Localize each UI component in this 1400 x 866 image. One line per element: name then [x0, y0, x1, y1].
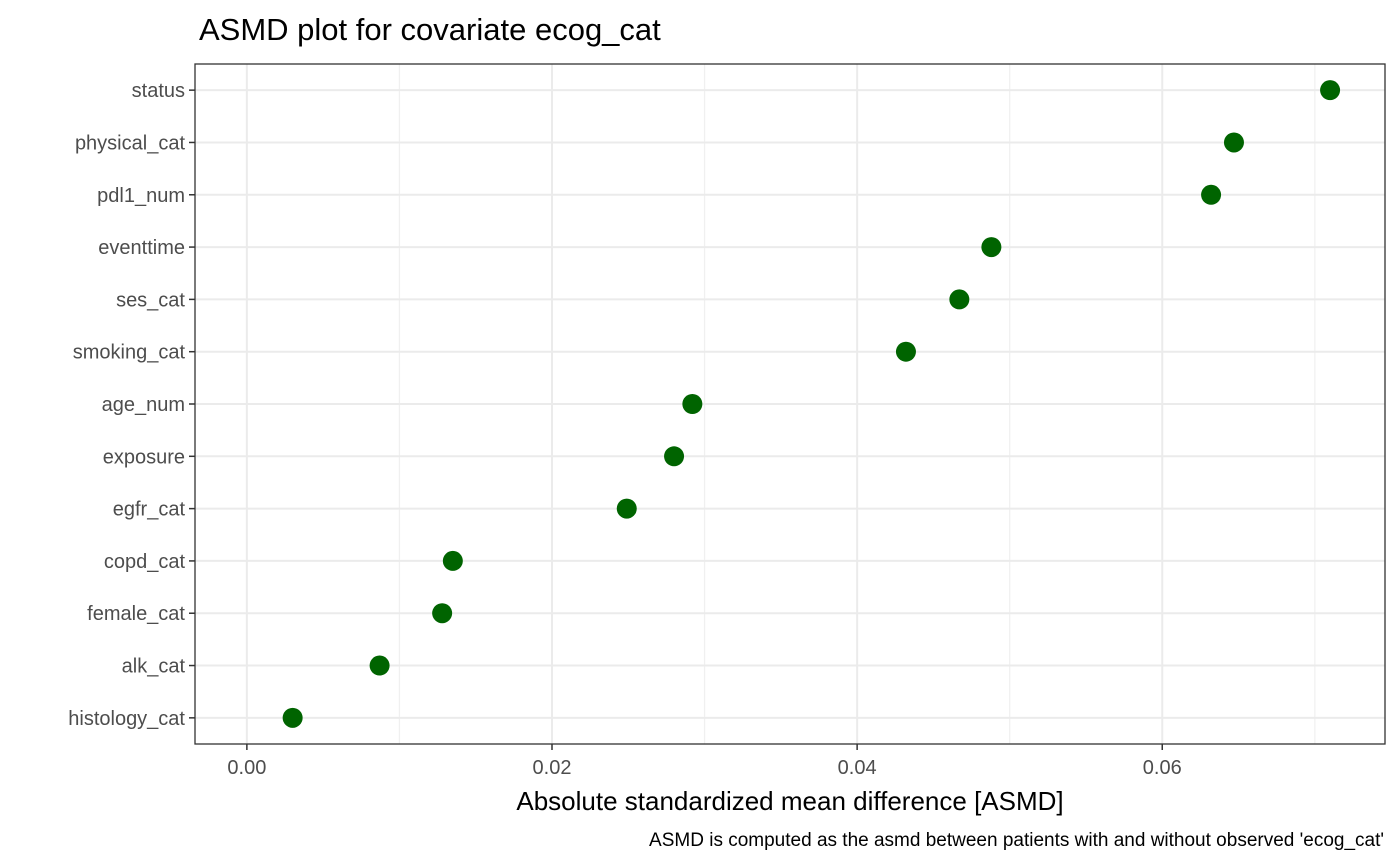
x-tick-label: 0.04	[838, 757, 877, 779]
y-tick-label: eventtime	[98, 237, 185, 259]
y-tick-label: smoking_cat	[73, 342, 186, 364]
y-tick-label: alk_cat	[122, 656, 186, 678]
y-tick-label: pdl1_num	[97, 185, 185, 207]
data-point-status	[1320, 80, 1341, 101]
y-tick-label: physical_cat	[75, 132, 186, 154]
y-tick-label: age_num	[102, 394, 185, 416]
data-point-pdl1_num	[1201, 184, 1222, 205]
chart-title: ASMD plot for covariate ecog_cat	[199, 12, 661, 47]
y-tick-label: exposure	[103, 446, 185, 468]
x-tick-label: 0.00	[227, 757, 266, 779]
y-tick-label: histology_cat	[68, 708, 185, 730]
data-point-exposure	[664, 446, 685, 467]
x-axis: 0.00 0.02 0.04 0.06	[227, 744, 1182, 779]
y-tick-label: egfr_cat	[113, 499, 186, 521]
x-tick-label: 0.02	[533, 757, 572, 779]
data-point-egfr_cat	[616, 498, 637, 519]
x-tick-label: 0.06	[1143, 757, 1182, 779]
data-point-ses_cat	[949, 289, 970, 310]
data-point-histology_cat	[282, 707, 303, 728]
data-point-physical_cat	[1223, 132, 1244, 153]
data-points	[282, 80, 1341, 728]
chart-caption: ASMD is computed as the asmd between pat…	[649, 830, 1384, 851]
y-tick-label: female_cat	[87, 603, 185, 625]
data-point-age_num	[682, 394, 703, 414]
data-point-female_cat	[432, 603, 453, 624]
y-tick-label: copd_cat	[104, 551, 186, 573]
grid-lines	[195, 64, 1385, 744]
y-tick-label: ses_cat	[116, 289, 185, 311]
y-tick-label: status	[132, 80, 185, 102]
data-point-alk_cat	[369, 655, 390, 676]
data-point-eventtime	[981, 237, 1002, 258]
x-axis-title: Absolute standardized mean difference [A…	[516, 786, 1063, 816]
y-axis: status physical_cat pdl1_num eventtime ses_c…	[68, 80, 195, 730]
data-point-copd_cat	[442, 550, 463, 571]
data-point-smoking_cat	[895, 341, 916, 362]
